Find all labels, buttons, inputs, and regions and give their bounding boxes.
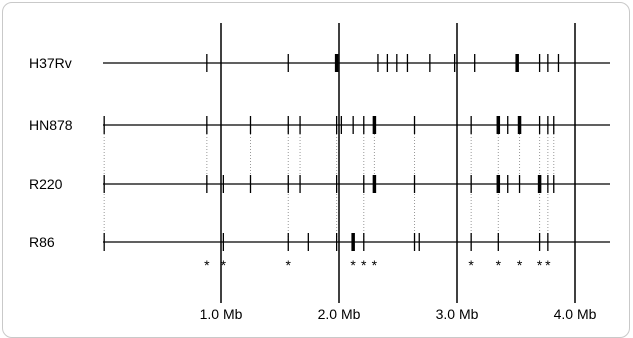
- strain-label: R220: [29, 176, 63, 192]
- scale-gridlines: [220, 23, 576, 303]
- scale-labels: 1.0 Mb 2.0 Mb 3.0 Mb 4.0 Mb: [200, 306, 597, 322]
- asterisk-marker: *: [204, 257, 210, 273]
- strain-track: H37Rv: [29, 54, 610, 72]
- asterisk-marker: *: [468, 257, 474, 273]
- scale-label: 3.0 Mb: [436, 306, 479, 322]
- asterisk-marker: *: [361, 257, 367, 273]
- strain-track: R86: [29, 233, 610, 251]
- dotted-links: [103, 125, 555, 242]
- strain-track: HN878: [29, 116, 610, 134]
- asterisk-markers: * * * * * * * * * * *: [204, 257, 551, 273]
- asterisk-marker: *: [517, 257, 523, 273]
- strain-tracks: H37Rv HN878 R220 R86: [29, 54, 610, 251]
- strain-track: R220: [29, 175, 610, 193]
- scale-label: 1.0 Mb: [200, 306, 243, 322]
- asterisk-marker: *: [372, 257, 378, 273]
- asterisk-marker: *: [537, 257, 543, 273]
- asterisk-marker: *: [221, 257, 227, 273]
- strain-label: H37Rv: [29, 55, 72, 71]
- strain-label: HN878: [29, 117, 73, 133]
- scale-label: 2.0 Mb: [318, 306, 361, 322]
- asterisk-marker: *: [350, 257, 356, 273]
- asterisk-marker: *: [286, 257, 292, 273]
- asterisk-marker: *: [496, 257, 502, 273]
- asterisk-marker: *: [545, 257, 551, 273]
- strain-label: R86: [29, 234, 55, 250]
- scale-label: 4.0 Mb: [554, 306, 597, 322]
